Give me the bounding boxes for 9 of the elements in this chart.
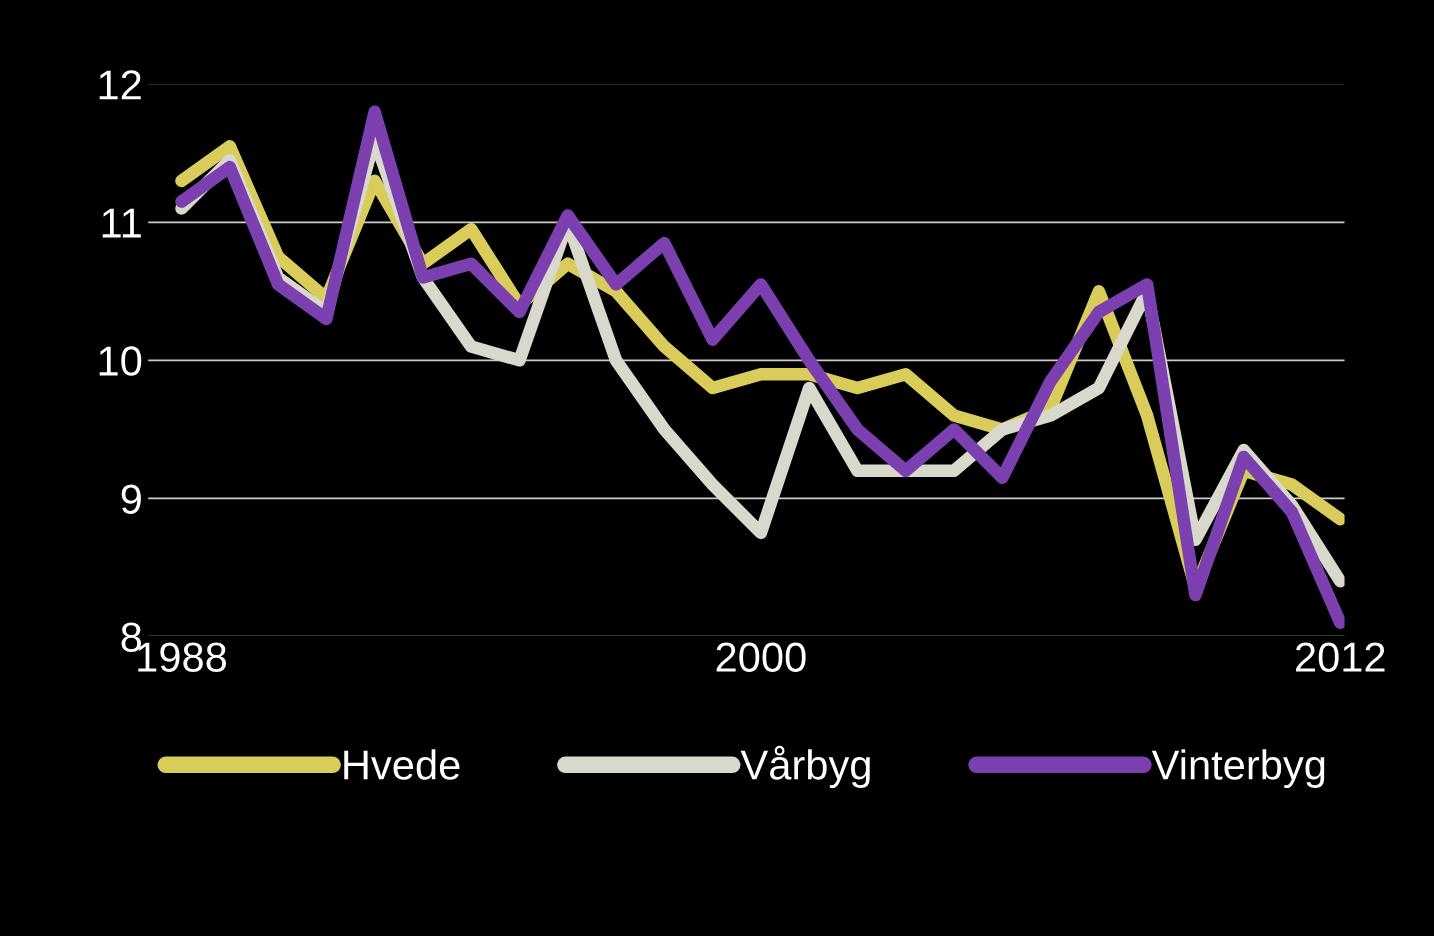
x-tick-label: 2012 (1296, 642, 1385, 672)
legend-label: Hvede (344, 749, 460, 780)
y-tick-label: 11 (102, 208, 141, 238)
y-tick-label: 9 (121, 484, 141, 514)
y-tick-label: 10 (99, 346, 142, 376)
legend-label: Vinterbyg (1151, 749, 1325, 788)
y-tick-label: 12 (99, 70, 141, 100)
x-tick-label: 2000 (716, 642, 806, 672)
legend-label: Vårbyg (740, 745, 870, 788)
